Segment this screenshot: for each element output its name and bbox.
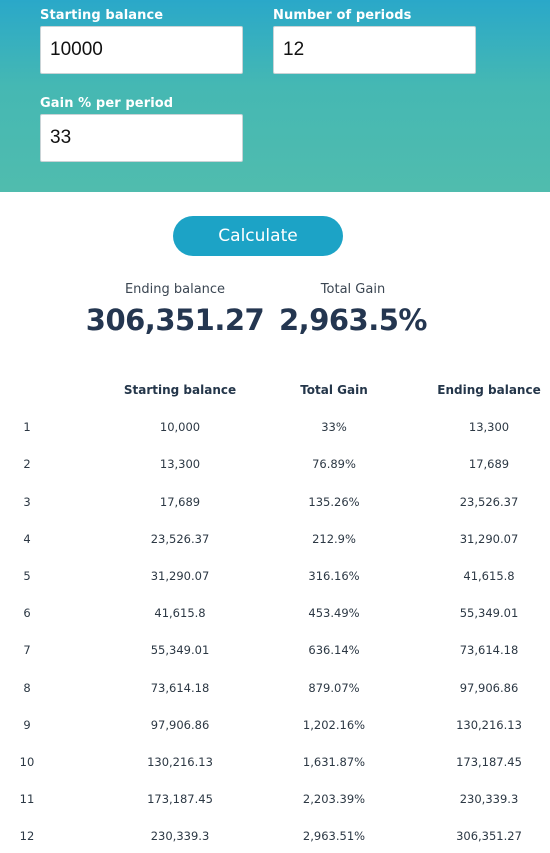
total-gain-cell: 2,203.39% [302, 792, 366, 806]
period-cell: 2 [23, 457, 31, 471]
total-gain-cell: 1,631.87% [302, 755, 366, 769]
starting-balance-cell: 31,290.07 [150, 569, 210, 583]
total-gain-cell: 212.9% [312, 532, 356, 546]
starting-balance-cell: 73,614.18 [150, 681, 210, 695]
table-row: 11 173,187.45 2,203.39% 230,339.3 [0, 789, 550, 809]
calculate-button[interactable]: Calculate [173, 216, 343, 256]
table-row: 12 230,339.3 2,963.51% 306,351.27 [0, 826, 550, 846]
total-gain-cell: 76.89% [312, 457, 356, 471]
number-of-periods-input[interactable] [273, 26, 476, 74]
starting-balance-input[interactable] [40, 26, 243, 74]
period-cell: 4 [23, 532, 31, 546]
starting-balance-cell: 173,187.45 [147, 792, 213, 806]
gain-per-period-label: Gain % per period [40, 96, 174, 111]
total-gain-label: Total Gain [320, 282, 386, 297]
number-of-periods-label: Number of periods [273, 8, 412, 23]
ending-balance-cell: 173,187.45 [456, 755, 522, 769]
table-row: 2 13,300 76.89% 17,689 [0, 454, 550, 474]
ending-balance-cell: 230,339.3 [459, 792, 519, 806]
input-panel: Starting balance Number of periods Gain … [0, 0, 550, 192]
table-row: 3 17,689 135.26% 23,526.37 [0, 492, 550, 512]
period-cell: 9 [23, 718, 31, 732]
total-gain-cell: 2,963.51% [302, 829, 366, 843]
starting-balance-cell: 130,216.13 [147, 755, 213, 769]
starting-balance-cell: 230,339.3 [150, 829, 210, 843]
starting-balance-cell: 17,689 [159, 495, 201, 509]
ending-balance-cell: 73,614.18 [459, 643, 519, 657]
period-cell: 12 [19, 829, 35, 843]
period-cell: 6 [23, 606, 31, 620]
ending-balance-cell: 41,615.8 [463, 569, 515, 583]
total-gain-cell: 453.49% [308, 606, 360, 620]
period-cell: 1 [23, 420, 31, 434]
ending-balance-cell: 23,526.37 [459, 495, 519, 509]
starting-balance-cell: 97,906.86 [150, 718, 210, 732]
table-row: 8 73,614.18 879.07% 97,906.86 [0, 678, 550, 698]
column-header-total-gain: Total Gain [300, 383, 368, 397]
ending-balance-cell: 17,689 [468, 457, 510, 471]
column-header-starting-balance: Starting balance [123, 383, 237, 397]
table-row: 5 31,290.07 316.16% 41,615.8 [0, 566, 550, 586]
period-cell: 10 [19, 755, 35, 769]
ending-balance-label: Ending balance [124, 282, 226, 297]
ending-balance-cell: 55,349.01 [459, 606, 519, 620]
table-row: 6 41,615.8 453.49% 55,349.01 [0, 603, 550, 623]
period-cell: 7 [23, 643, 31, 657]
ending-balance-value: 306,351.27 [85, 303, 265, 337]
ending-balance-cell: 130,216.13 [456, 718, 522, 732]
ending-balance-cell: 13,300 [468, 420, 510, 434]
starting-balance-cell: 10,000 [159, 420, 201, 434]
starting-balance-cell: 13,300 [159, 457, 201, 471]
total-gain-cell: 316.16% [308, 569, 360, 583]
total-gain-cell: 135.26% [308, 495, 360, 509]
total-gain-value: 2,963.5% [279, 303, 427, 337]
total-gain-cell: 636.14% [308, 643, 360, 657]
starting-balance-cell: 41,615.8 [154, 606, 206, 620]
period-cell: 5 [23, 569, 31, 583]
table-row: 10 130,216.13 1,631.87% 173,187.45 [0, 752, 550, 772]
ending-balance-cell: 31,290.07 [459, 532, 519, 546]
total-gain-cell: 33% [321, 420, 347, 434]
table-row: 9 97,906.86 1,202.16% 130,216.13 [0, 715, 550, 735]
total-gain-cell: 879.07% [308, 681, 360, 695]
ending-balance-cell: 306,351.27 [456, 829, 522, 843]
period-cell: 11 [19, 792, 35, 806]
starting-balance-label: Starting balance [40, 8, 164, 23]
starting-balance-cell: 55,349.01 [150, 643, 210, 657]
period-cell: 8 [23, 681, 31, 695]
period-cell: 3 [23, 495, 31, 509]
ending-balance-cell: 97,906.86 [459, 681, 519, 695]
table-row: 7 55,349.01 636.14% 73,614.18 [0, 640, 550, 660]
starting-balance-cell: 23,526.37 [150, 532, 210, 546]
gain-per-period-input[interactable] [40, 114, 243, 162]
total-gain-cell: 1,202.16% [302, 718, 366, 732]
table-row: 4 23,526.37 212.9% 31,290.07 [0, 529, 550, 549]
column-header-ending-balance: Ending balance [437, 383, 541, 397]
table-row: 1 10,000 33% 13,300 [0, 417, 550, 437]
